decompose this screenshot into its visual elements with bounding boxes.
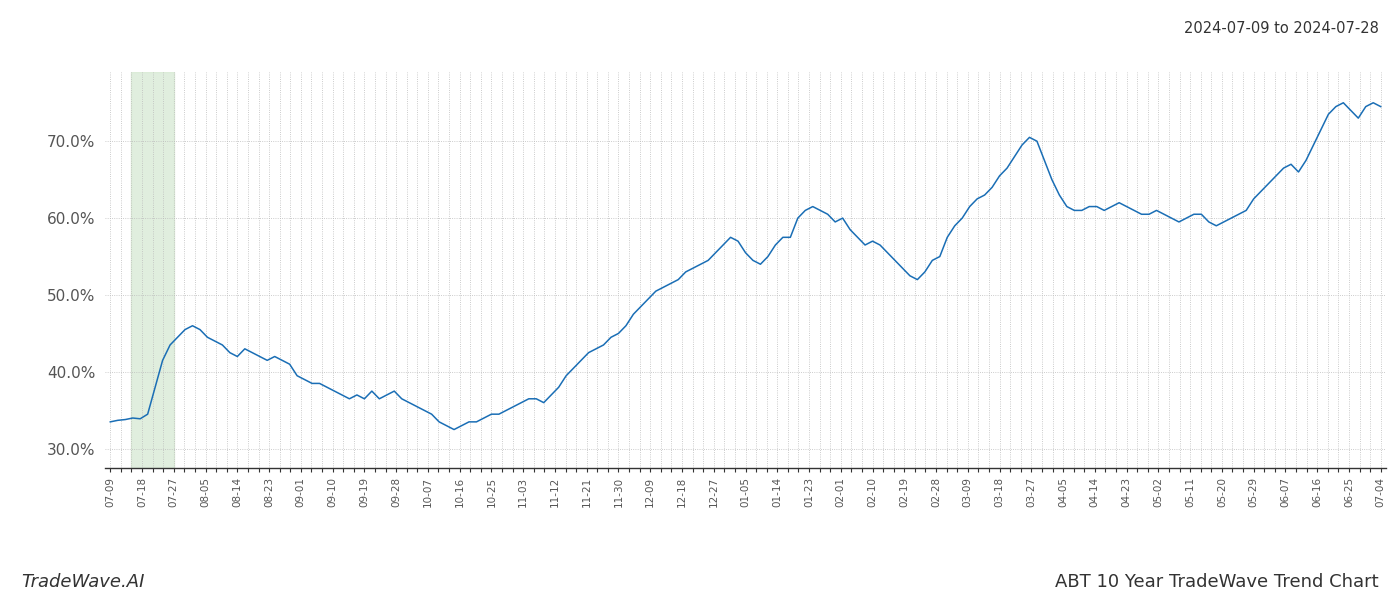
Bar	[132, 72, 174, 468]
Text: ABT 10 Year TradeWave Trend Chart: ABT 10 Year TradeWave Trend Chart	[1056, 573, 1379, 591]
Text: 2024-07-09 to 2024-07-28: 2024-07-09 to 2024-07-28	[1184, 21, 1379, 36]
Text: TradeWave.AI: TradeWave.AI	[21, 573, 144, 591]
